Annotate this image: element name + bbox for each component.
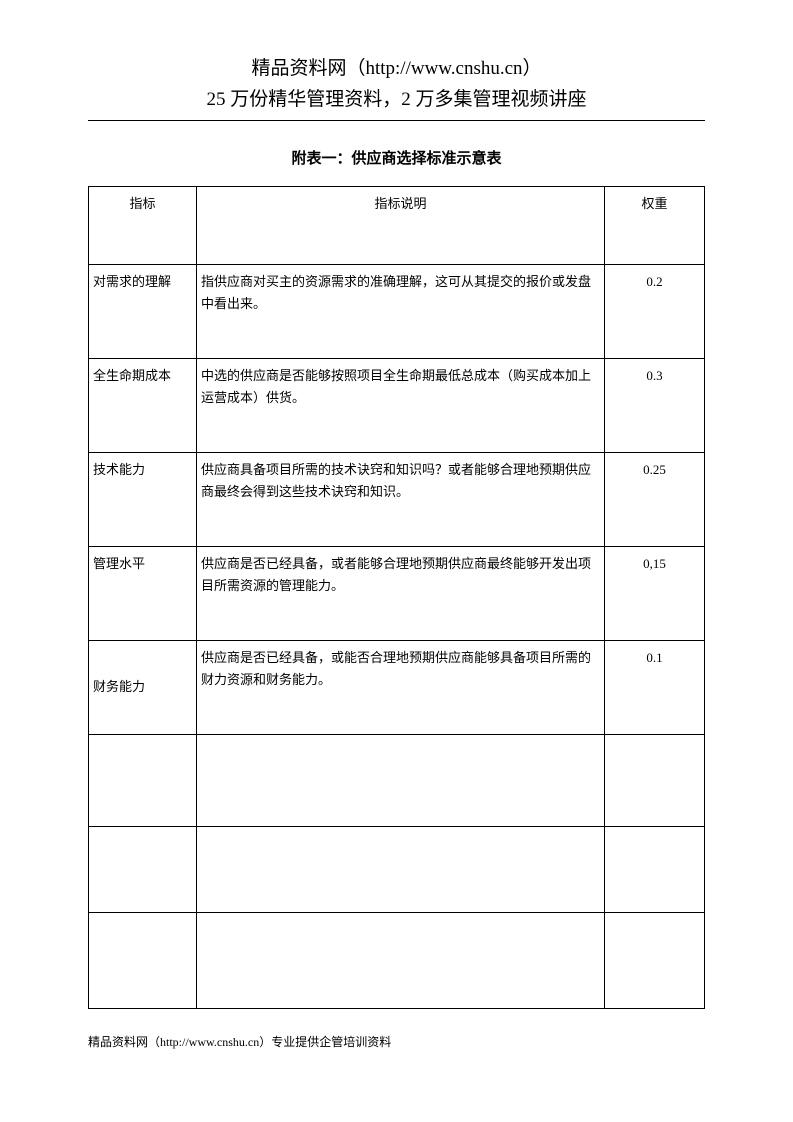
weight-cell: 0,15 xyxy=(605,547,705,641)
page-footer: 精品资料网（http://www.cnshu.cn）专业提供企管培训资料 xyxy=(88,1033,391,1050)
criteria-table: 指标指标说明权重对需求的理解指供应商对买主的资源需求的准确理解，这可从其提交的报… xyxy=(88,186,705,1009)
empty-cell xyxy=(197,913,605,1009)
table-title: 附表一：供应商选择标准示意表 xyxy=(88,147,705,168)
table-empty-row xyxy=(89,913,705,1009)
table-header-row: 指标指标说明权重 xyxy=(89,187,705,265)
empty-cell xyxy=(605,913,705,1009)
weight-cell: 0.1 xyxy=(605,641,705,735)
indicator-cell: 财务能力 xyxy=(89,641,197,735)
indicator-cell: 管理水平 xyxy=(89,547,197,641)
indicator-cell: 对需求的理解 xyxy=(89,265,197,359)
indicator-cell: 技术能力 xyxy=(89,453,197,547)
empty-cell xyxy=(197,827,605,913)
table-header-cell-indicator: 指标 xyxy=(89,187,197,265)
description-cell: 指供应商对买主的资源需求的准确理解，这可从其提交的报价或发盘中看出来。 xyxy=(197,265,605,359)
description-cell: 中选的供应商是否能够按照项目全生命期最低总成本（购买成本加上运营成本）供货。 xyxy=(197,359,605,453)
table-row: 管理水平供应商是否已经具备，或者能够合理地预期供应商最终能够开发出项目所需资源的… xyxy=(89,547,705,641)
empty-cell xyxy=(89,735,197,827)
table-header-cell-weight: 权重 xyxy=(605,187,705,265)
indicator-cell: 全生命期成本 xyxy=(89,359,197,453)
description-cell: 供应商是否已经具备，或能否合理地预期供应商能够具备项目所需的财力资源和财务能力。 xyxy=(197,641,605,735)
empty-cell xyxy=(197,735,605,827)
table-empty-row xyxy=(89,827,705,913)
page-container: 精品资料网（http://www.cnshu.cn） 25 万份精华管理资料，2… xyxy=(0,0,793,1049)
table-row: 全生命期成本中选的供应商是否能够按照项目全生命期最低总成本（购买成本加上运营成本… xyxy=(89,359,705,453)
empty-cell xyxy=(605,827,705,913)
table-row: 技术能力供应商具备项目所需的技术诀窍和知识吗？或者能够合理地预期供应商最终会得到… xyxy=(89,453,705,547)
empty-cell xyxy=(605,735,705,827)
weight-cell: 0.2 xyxy=(605,265,705,359)
table-header-cell-description: 指标说明 xyxy=(197,187,605,265)
table-row: 对需求的理解指供应商对买主的资源需求的准确理解，这可从其提交的报价或发盘中看出来… xyxy=(89,265,705,359)
page-header: 精品资料网（http://www.cnshu.cn） 25 万份精华管理资料，2… xyxy=(88,55,705,121)
header-line-1: 精品资料网（http://www.cnshu.cn） xyxy=(88,55,705,84)
empty-cell xyxy=(89,913,197,1009)
weight-cell: 0.25 xyxy=(605,453,705,547)
empty-cell xyxy=(89,827,197,913)
weight-cell: 0.3 xyxy=(605,359,705,453)
description-cell: 供应商是否已经具备，或者能够合理地预期供应商最终能够开发出项目所需资源的管理能力… xyxy=(197,547,605,641)
header-line-2: 25 万份精华管理资料，2 万多集管理视频讲座 xyxy=(88,86,705,115)
table-row: 财务能力供应商是否已经具备，或能否合理地预期供应商能够具备项目所需的财力资源和财… xyxy=(89,641,705,735)
table-empty-row xyxy=(89,735,705,827)
description-cell: 供应商具备项目所需的技术诀窍和知识吗？或者能够合理地预期供应商最终会得到这些技术… xyxy=(197,453,605,547)
